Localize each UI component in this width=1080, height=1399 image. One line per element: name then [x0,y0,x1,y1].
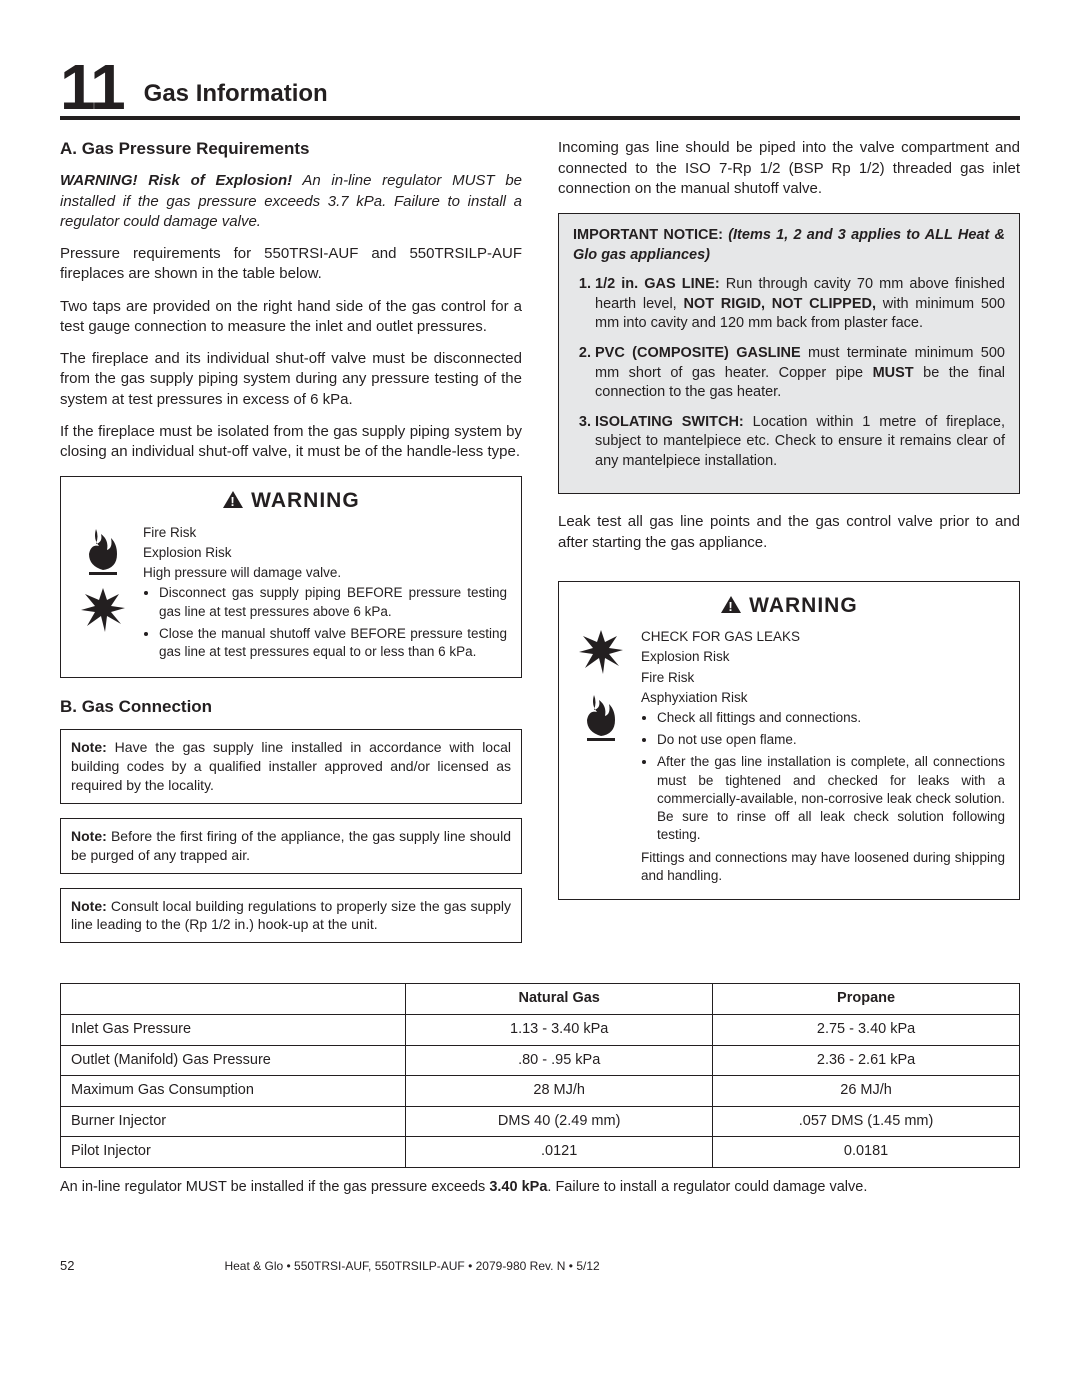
content-columns: A. Gas Pressure Requirements WARNING! Ri… [60,138,1020,957]
warning-content: Fire Risk Explosion Risk High pressure w… [143,524,507,666]
section-a-heading: A. Gas Pressure Requirements [60,138,522,161]
left-column: A. Gas Pressure Requirements WARNING! Ri… [60,138,522,957]
note-lead: Note: [71,739,107,755]
table-row: Burner InjectorDMS 40 (2.49 mm).057 DMS … [61,1106,1020,1137]
warning-content: CHECK FOR GAS LEAKS Explosion Risk Fire … [641,628,1005,887]
section-a-p4: If the fireplace must be isolated from t… [60,422,522,463]
warn2-bullet1: Check all fittings and connections. [657,709,1005,727]
leak-test-paragraph: Leak test all gas line points and the ga… [558,512,1020,553]
important-notice-box: IMPORTANT NOTICE: (Items 1, 2 and 3 appl… [558,213,1020,494]
note-body: Before the first firing of the appliance… [71,828,511,863]
note-box-1: Note: Have the gas supply line installed… [60,729,522,804]
warn1-line2: Explosion Risk [143,544,507,562]
warn2-line4: Asphyxiation Risk [641,689,1005,707]
note-body: Consult local building regulations to pr… [71,898,511,933]
warning-icons [573,628,629,742]
chapter-header: 11 Gas Information [60,60,1020,120]
notice-item-2: PVC (COMPOSITE) GASLINE must terminate m… [595,344,1005,403]
chapter-title: Gas Information [144,78,328,114]
notice-item-3: ISOLATING SWITCH: Location within 1 metr… [595,413,1005,472]
warning-triangle-icon: ! [720,595,742,614]
warning-heading: ! WARNING [573,592,1005,620]
warning-triangle-icon: ! [222,490,244,509]
chapter-number: 11 [60,60,124,114]
warn1-bullet2: Close the manual shutoff valve BEFORE pr… [159,625,507,661]
right-column: Incoming gas line should be piped into t… [558,138,1020,957]
warning-title: WARNING [251,489,360,512]
warning-icons [75,524,131,638]
warning-title: WARNING [749,594,858,617]
explosion-icon [79,586,127,638]
note-box-3: Note: Consult local building regulations… [60,888,522,944]
warning-box-gas-leaks: ! WARNING CHECK FOR GAS LEAKS Explosion … [558,581,1020,900]
table-footnote: An in-line regulator MUST be installed i… [60,1178,1020,1198]
warning-lead: WARNING! Risk of Explosion! [60,172,292,189]
table-row: Pilot Injector.01210.0181 [61,1137,1020,1168]
note-lead: Note: [71,898,107,914]
note-body: Have the gas supply line installed in ac… [71,739,511,793]
section-a-warning: WARNING! Risk of Explosion! An in-line r… [60,171,522,232]
warn1-line1: Fire Risk [143,524,507,542]
footer-text: Heat & Glo • 550TRSI-AUF, 550TRSILP-AUF … [224,1258,599,1274]
svg-text:!: ! [729,599,734,614]
gas-spec-table: Natural Gas Propane Inlet Gas Pressure1.… [60,983,1020,1167]
fire-icon [577,690,625,742]
section-b-heading: B. Gas Connection [60,696,522,719]
warn2-line2: Explosion Risk [641,648,1005,666]
table-row: Inlet Gas Pressure1.13 - 3.40 kPa2.75 - … [61,1014,1020,1045]
warn2-bullet2: Do not use open flame. [657,731,1005,749]
warning-box-fire-explosion: ! WARNING Fire Risk Explosion Risk High … [60,476,522,678]
explosion-icon [577,628,625,680]
warn2-bullet3: After the gas line installation is compl… [657,753,1005,844]
table-header: Propane [713,984,1020,1015]
section-a-p1: Pressure requirements for 550TRSI-AUF an… [60,244,522,285]
table-header-row: Natural Gas Propane [61,984,1020,1015]
warn2-line1: CHECK FOR GAS LEAKS [641,628,1005,646]
notice-head-lead: IMPORTANT NOTICE: [573,227,728,243]
right-p1: Incoming gas line should be piped into t… [558,138,1020,199]
table-row: Maximum Gas Consumption28 MJ/h26 MJ/h [61,1076,1020,1107]
warning-heading: ! WARNING [75,487,507,515]
section-a-p3: The fireplace and its individual shut-of… [60,349,522,410]
page-footer: 52 Heat & Glo • 550TRSI-AUF, 550TRSILP-A… [60,1257,1020,1275]
table-header [61,984,406,1015]
page-number: 52 [60,1257,74,1275]
table-header: Natural Gas [406,984,713,1015]
table-row: Outlet (Manifold) Gas Pressure.80 - .95 … [61,1045,1020,1076]
note-box-2: Note: Before the first firing of the app… [60,818,522,874]
warn1-line3: High pressure will damage valve. [143,564,507,582]
note-lead: Note: [71,828,107,844]
svg-text:!: ! [231,494,236,509]
section-a-p2: Two taps are provided on the right hand … [60,297,522,338]
notice-item-1: 1/2 in. GAS LINE: Run through cavity 70 … [595,275,1005,334]
notice-heading: IMPORTANT NOTICE: (Items 1, 2 and 3 appl… [573,226,1005,265]
warn2-line3: Fire Risk [641,669,1005,687]
fire-icon [79,524,127,576]
warn1-bullet1: Disconnect gas supply piping BEFORE pres… [159,584,507,620]
warn2-tail: Fittings and connections may have loosen… [641,849,1005,885]
